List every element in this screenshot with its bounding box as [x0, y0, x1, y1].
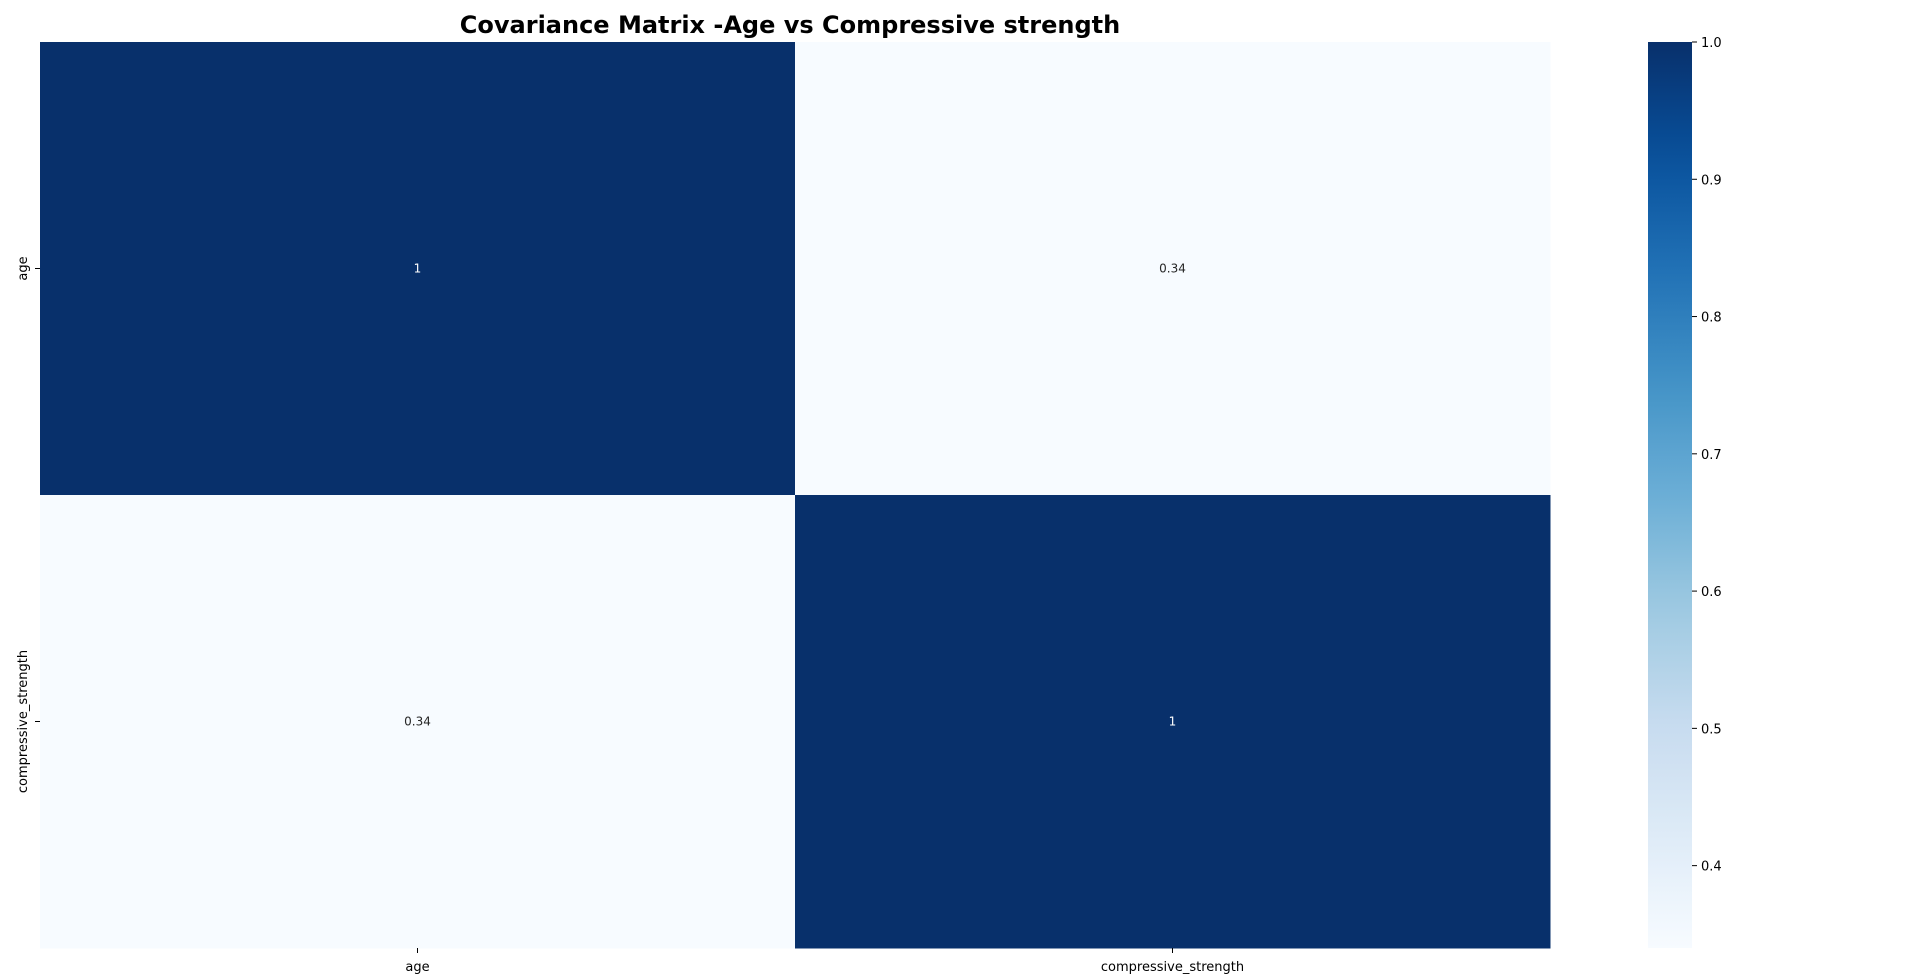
cell-annotations: 1 0.34 0.34 1: [404, 262, 1186, 729]
heatmap-cell: [795, 495, 1551, 949]
colorbar-tick-label: 0.7: [1701, 448, 1722, 463]
colorbar-tick-label: 0.6: [1701, 585, 1722, 600]
heatmap-cells: [40, 42, 1551, 949]
cell-annotation: 1: [1169, 715, 1177, 729]
heatmap-cell: [40, 495, 796, 949]
colorbar: 0.4 0.5 0.6 0.7 0.8 0.9 1.0: [1648, 36, 1722, 948]
cell-annotation: 0.34: [404, 715, 431, 729]
cell-annotation: 0.34: [1159, 262, 1186, 276]
y-tick-label: age: [16, 256, 31, 280]
chart-title: Covariance Matrix -Age vs Compressive st…: [460, 11, 1120, 39]
y-tick-label: compressive_strength: [16, 650, 31, 793]
colorbar-tick-label: 0.5: [1701, 722, 1722, 737]
colorbar-tick-label: 0.9: [1701, 173, 1722, 188]
heatmap-cell: [40, 42, 796, 496]
colorbar-gradient: [1648, 42, 1692, 948]
x-tick-label: compressive_strength: [1101, 960, 1244, 975]
cell-annotation: 1: [414, 262, 422, 276]
x-tick-label: age: [405, 960, 429, 975]
colorbar-tick-label: 0.8: [1701, 311, 1722, 326]
heatmap-cell: [795, 42, 1551, 496]
colorbar-tick-label: 1.0: [1701, 36, 1722, 51]
y-axis: age compressive_strength: [16, 256, 40, 793]
colorbar-tick-label: 0.4: [1701, 860, 1722, 875]
x-axis: age compressive_strength: [405, 948, 1244, 975]
